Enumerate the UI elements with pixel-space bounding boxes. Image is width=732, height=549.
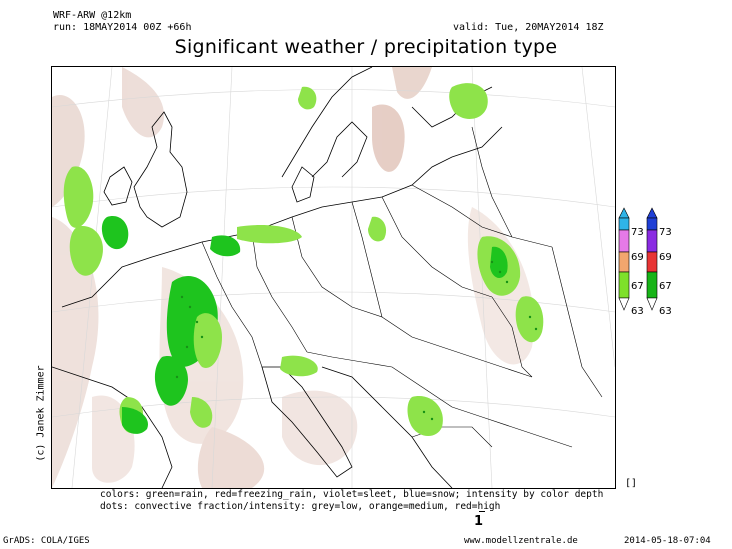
- bracket-mark: []: [625, 478, 638, 489]
- convective-dots: [175, 260, 538, 421]
- country-borders: [201, 126, 603, 448]
- colorbar-left-band-sleet: [618, 229, 630, 253]
- footer-website: www.modellzentrale.de: [464, 536, 578, 546]
- legend-dots-note: dots: convective fraction/intensity: gre…: [100, 501, 501, 512]
- colorbar-left-label-69: 69: [631, 252, 644, 263]
- colorbar-right-label-69: 69: [659, 252, 672, 263]
- colorbar-left-label-67: 67: [631, 281, 644, 292]
- colorbar-left-top-arrow: [618, 207, 630, 219]
- footer-timestamp: 2014-05-18-07:04: [624, 536, 711, 546]
- valid-label: valid: Tue, 20MAY2014 18Z: [453, 22, 604, 33]
- model-label: WRF-ARW @12km: [53, 10, 132, 21]
- weather-map: [51, 66, 616, 489]
- map-title: Significant weather / precipitation type: [174, 36, 558, 58]
- colorbar-left-label-73: 73: [631, 227, 644, 238]
- colorbar-right: [646, 207, 658, 311]
- copyright-label: (c) Janek Zimmer: [35, 365, 47, 462]
- colorbar-right-band-sleet: [646, 229, 658, 253]
- colorbar-panel: [618, 207, 658, 311]
- colorbar-right-band-freezing: [646, 251, 658, 273]
- colorbar-right-label-63: 63: [659, 306, 672, 317]
- page-number: 1: [474, 511, 486, 529]
- colorbar-left-band-mid: [618, 251, 630, 273]
- map-canvas: [52, 67, 615, 488]
- colorbar-right-label-67: 67: [659, 281, 672, 292]
- footer-software: GrADS: COLA/IGES: [3, 536, 90, 546]
- rain-areas: [63, 83, 544, 436]
- colorbar-left: [618, 207, 630, 311]
- coastlines: [52, 67, 503, 488]
- colorbar-right-label-73: 73: [659, 227, 672, 238]
- run-label: run: 18MAY2014 00Z +66h: [53, 22, 192, 33]
- colorbar-left-band-rain: [618, 271, 630, 299]
- colorbar-right-top-arrow: [646, 207, 658, 219]
- colorbar-right-band-rain: [646, 271, 658, 299]
- colorbar-left-label-63: 63: [631, 306, 644, 317]
- colorbar-left-bottom-arrow: [618, 297, 630, 311]
- colorbar-right-bottom-arrow: [646, 297, 658, 311]
- legend-colors-note: colors: green=rain, red=freezing_rain, v…: [100, 489, 604, 500]
